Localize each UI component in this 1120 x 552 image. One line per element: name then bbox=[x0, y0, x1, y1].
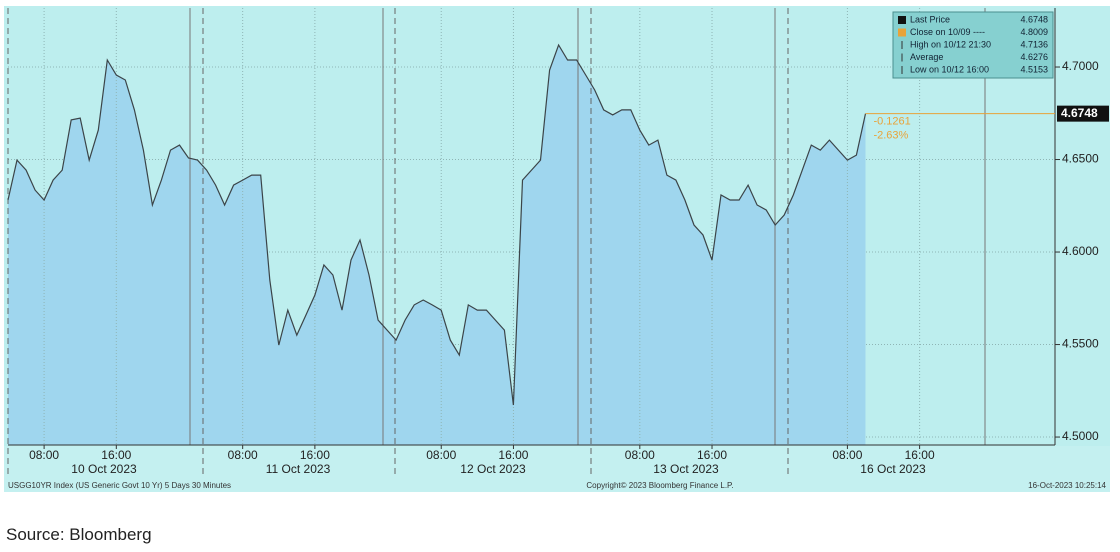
legend-value: 4.6276 bbox=[1020, 52, 1048, 62]
legend-box bbox=[892, 11, 1054, 79]
area bbox=[8, 45, 866, 445]
x-tick-label: 16:00 bbox=[101, 448, 131, 462]
x-tick-label: 16:00 bbox=[905, 448, 935, 462]
date-label: 16 Oct 2023 bbox=[860, 462, 926, 476]
last-price-label: 4.6748 bbox=[1061, 106, 1098, 120]
line bbox=[7, 43, 867, 406]
y-tick-label: 4.5000 bbox=[1062, 429, 1099, 443]
legend-label: Last Price bbox=[910, 14, 950, 24]
x-tick-label: 08:00 bbox=[832, 448, 862, 462]
chart: USGG10YR Index (US Generic Govt 10 Yr) 5… bbox=[4, 6, 1110, 492]
source-note: Source: Bloomberg bbox=[6, 525, 152, 544]
x-tick-label: 08:00 bbox=[29, 448, 59, 462]
legend-label: Close on 10/09 ---- bbox=[910, 27, 985, 37]
footer-left: USGG10YR Index (US Generic Govt 10 Yr) 5… bbox=[8, 481, 231, 490]
x-tick-label: 16:00 bbox=[300, 448, 330, 462]
last-price-box bbox=[1057, 105, 1109, 122]
footer-center: Copyright© 2023 Bloomberg Finance L.P. bbox=[586, 481, 733, 490]
legend-label: High on 10/12 21:30 bbox=[910, 39, 991, 49]
y-tick-label: 4.7000 bbox=[1062, 59, 1099, 73]
legend-label: Low on 10/12 16:00 bbox=[910, 64, 989, 74]
legend-value: 4.6748 bbox=[1020, 14, 1048, 24]
legend-label: Average bbox=[910, 52, 943, 62]
date-label: 10 Oct 2023 bbox=[71, 462, 137, 476]
y-tick-label: 4.6000 bbox=[1062, 244, 1099, 258]
legend-swatch bbox=[898, 16, 906, 24]
legend-value: 4.7136 bbox=[1020, 39, 1048, 49]
date-label: 13 Oct 2023 bbox=[653, 462, 719, 476]
y-tick-label: 4.6500 bbox=[1062, 152, 1099, 166]
legend-value: 4.5153 bbox=[1020, 64, 1048, 74]
legend: Last Price 4.6748 Close on 10/09 ---- 4.800… bbox=[892, 11, 1054, 79]
x-tick-label: 16:00 bbox=[498, 448, 528, 462]
y-tick-label: 4.5500 bbox=[1062, 337, 1099, 351]
change-pct-label: -2.63% bbox=[873, 130, 908, 142]
axis-band bbox=[4, 446, 1110, 492]
x-tick-label: 08:00 bbox=[625, 448, 655, 462]
x-tick-label: 08:00 bbox=[228, 448, 258, 462]
legend-value: 4.8009 bbox=[1020, 27, 1048, 37]
legend-swatch bbox=[898, 28, 906, 37]
footer-right: 16-Oct-2023 10:25:14 bbox=[1028, 481, 1106, 490]
date-label: 11 Oct 2023 bbox=[266, 462, 331, 476]
x-tick-label: 16:00 bbox=[697, 448, 727, 462]
date-label: 12 Oct 2023 bbox=[460, 462, 526, 476]
change-label: -0.1261 bbox=[873, 116, 910, 128]
x-tick-label: 08:00 bbox=[426, 448, 456, 462]
